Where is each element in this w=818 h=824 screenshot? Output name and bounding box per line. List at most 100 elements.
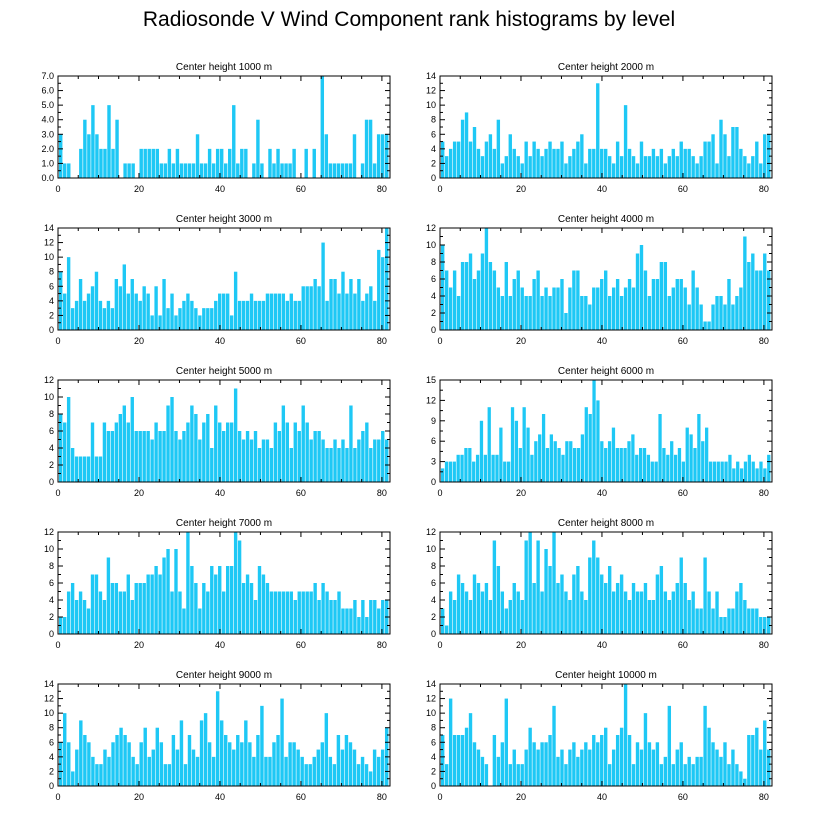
histogram-bar — [103, 749, 107, 786]
y-tick-label: 4.0 — [41, 115, 54, 125]
histogram-bar — [631, 583, 636, 634]
histogram-bar — [178, 439, 182, 482]
histogram-bar — [70, 308, 75, 330]
histogram-bar — [484, 141, 489, 178]
histogram-bar — [588, 148, 592, 178]
x-tick-label: 60 — [678, 184, 688, 194]
histogram-bar — [516, 764, 520, 786]
histogram-bar — [516, 591, 520, 634]
histogram-bar — [611, 591, 616, 634]
histogram-bar — [693, 448, 697, 482]
histogram-bar — [536, 540, 540, 634]
histogram-bar — [735, 764, 739, 786]
histogram-bar — [456, 141, 461, 178]
histogram-bar — [381, 431, 385, 482]
histogram-bar — [576, 566, 580, 634]
histogram-bar — [691, 591, 695, 634]
histogram-bar — [163, 764, 168, 786]
y-tick-label: 8 — [49, 723, 54, 733]
histogram-bar — [580, 591, 584, 634]
y-tick-label: 8 — [49, 561, 54, 571]
histogram-bar — [162, 557, 166, 634]
y-tick-label: 5.0 — [41, 100, 54, 110]
histogram-bar — [115, 735, 119, 786]
y-tick-label: 0 — [431, 173, 436, 183]
histogram-bar — [611, 427, 616, 482]
histogram-bar — [495, 454, 499, 482]
x-tick-label: 40 — [215, 640, 225, 650]
histogram-bar — [755, 141, 759, 178]
y-tick-label: 2 — [49, 612, 54, 622]
histogram-bar — [384, 134, 389, 178]
histogram-bar — [448, 698, 453, 786]
histogram-bar — [312, 148, 316, 178]
histogram-bar — [381, 257, 385, 330]
x-tick-label: 40 — [597, 640, 607, 650]
y-tick-label: 2 — [431, 308, 436, 318]
histogram-bar — [114, 279, 119, 330]
histogram-bar — [755, 608, 759, 634]
histogram-bar — [747, 735, 751, 786]
histogram-bar — [739, 287, 743, 330]
histogram-bar — [280, 163, 284, 178]
histogram-bar — [357, 279, 361, 330]
histogram-bar — [102, 422, 107, 482]
y-tick-label: 0 — [431, 629, 436, 639]
x-tick-label: 0 — [55, 336, 60, 346]
histogram-bar — [611, 287, 616, 330]
histogram-bar — [135, 764, 139, 786]
histogram-bar — [487, 407, 491, 482]
histogram-bar — [767, 454, 771, 482]
histogram-bar — [695, 756, 699, 786]
histogram-bar — [512, 279, 516, 330]
histogram-bar — [468, 253, 473, 330]
histogram-bar — [174, 315, 178, 330]
histogram-bar — [671, 591, 675, 634]
histogram-bar — [320, 742, 325, 786]
histogram-bar — [297, 591, 301, 634]
histogram-bar — [735, 127, 739, 178]
histogram-bar — [62, 293, 67, 330]
histogram-bar — [142, 583, 146, 634]
histogram-bar — [476, 148, 481, 178]
histogram-bar — [743, 600, 747, 634]
histogram-bar — [269, 591, 274, 634]
histogram-bar — [225, 566, 230, 634]
histogram-bar — [460, 454, 464, 482]
histogram-bar — [272, 742, 276, 786]
panel-title: Center height 9000 m — [176, 670, 272, 681]
histogram-bar — [548, 735, 552, 786]
panel-title: Center height 5000 m — [176, 366, 272, 377]
histogram-bar — [480, 156, 485, 178]
histogram-bar — [623, 287, 628, 330]
histogram-bar — [743, 236, 747, 330]
histogram-bar — [604, 270, 608, 330]
histogram-bar — [360, 163, 365, 178]
histogram-bar — [240, 148, 244, 178]
histogram-bar — [155, 148, 160, 178]
histogram-bar — [540, 742, 544, 786]
panel-title: Center height 8000 m — [558, 518, 654, 529]
histogram-bar — [340, 749, 345, 786]
x-tick-label: 20 — [516, 184, 526, 194]
x-tick-label: 20 — [134, 184, 144, 194]
histogram-bar — [175, 148, 180, 178]
histogram-bar — [516, 270, 520, 330]
histogram-bar — [759, 617, 763, 634]
histogram-bar — [534, 441, 538, 482]
histogram-bar — [376, 756, 381, 786]
histogram-bar — [218, 566, 222, 634]
histogram-bar — [110, 431, 115, 482]
histogram-bar — [658, 414, 662, 482]
histogram-bar — [74, 600, 79, 634]
histogram-bar — [199, 720, 204, 786]
x-tick-label: 80 — [377, 640, 387, 650]
histogram-bar — [663, 163, 668, 178]
histogram-bar — [313, 431, 317, 482]
histogram-bar — [265, 293, 270, 330]
histogram-bar — [675, 749, 679, 786]
histogram-bar — [711, 304, 715, 330]
histogram-bar — [273, 591, 278, 634]
histogram-bar — [468, 713, 473, 786]
histogram-bar — [484, 228, 489, 330]
